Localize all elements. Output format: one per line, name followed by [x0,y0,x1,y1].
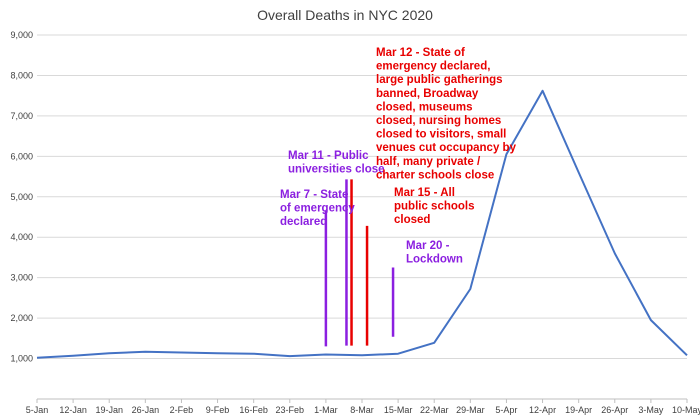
annotation-mar7: Mar 7 - State of emergency declared [280,189,355,228]
annotation-mar12: Mar 12 - State of emergency declared, larg… [376,47,517,181]
y-axis-tick-labels: 1,000 2,000 3,000 4,000 5,000 6,000 7,000 8,000… [10,30,33,364]
annotation-mar20: Mar 20 -Lockdown [406,240,463,266]
y-tick-label: 8,000 [10,70,33,80]
x-tick-label: 12-Jan [59,405,87,415]
x-tick-label: 5-Jan [26,405,49,415]
y-tick-label: 2,000 [10,313,33,323]
series-lines [36,89,688,359]
gridlines [37,34,687,400]
y-tick-label: 6,000 [10,151,33,161]
x-tick-label: 3-May [638,405,664,415]
y-tick-label: 3,000 [10,273,33,283]
y-tick-label: 4,000 [10,232,33,242]
x-tick-label: 2-Feb [170,405,194,415]
y-tick-label: 5,000 [10,192,33,202]
chart-title: Overall Deaths in NYC 2020 [257,7,433,23]
x-tick-label: 10-May [672,405,700,415]
x-tick-label: 9-Feb [206,405,230,415]
x-tick-label: 8-Mar [350,405,374,415]
annotation-lines [324,179,395,347]
x-tick-label: 19-Jan [95,405,123,415]
annotation-mar15: Mar 15 - All public schools closed [394,187,475,226]
x-tick-label: 16-Feb [239,405,268,415]
x-tick-label: 26-Jan [132,405,160,415]
x-tick-label: 5-Apr [495,405,517,415]
x-tick-label: 19-Apr [565,405,592,415]
x-tick-label: 22-Mar [420,405,449,415]
annotation-texts: Mar 7 - State of emergency declared Mar 11 … [280,47,517,266]
x-tick-label: 29-Mar [456,405,485,415]
series-line-0 [36,89,688,359]
x-axis-tick-labels: 5-Jan 12-Jan 19-Jan 26-Jan 2-Feb 9-Feb 16-Feb 2… [26,399,700,415]
x-tick-label: 26-Apr [601,405,628,415]
annotation-mar11: Mar 11 - Public universities close [288,150,385,176]
x-tick-label: 12-Apr [529,405,556,415]
x-tick-label: 1-Mar [314,405,338,415]
x-tick-label: 23-Feb [276,405,305,415]
y-tick-label: 1,000 [10,354,33,364]
x-tick-label: 15-Mar [384,405,413,415]
y-tick-label: 7,000 [10,111,33,121]
y-tick-label: 9,000 [10,30,33,40]
